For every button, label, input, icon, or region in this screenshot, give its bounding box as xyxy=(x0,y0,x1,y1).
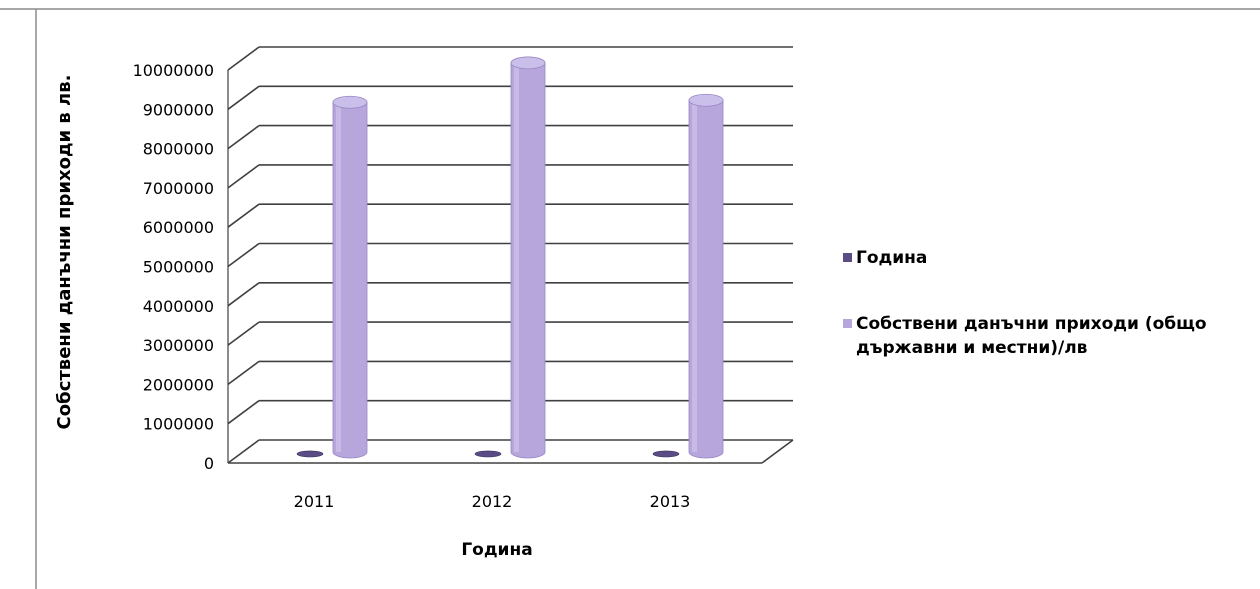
y-tick-label: 2000000 xyxy=(143,375,214,394)
gridline-side xyxy=(227,439,260,464)
y-axis-label: Собствени данъчни приходи в лв. xyxy=(54,75,75,430)
y-tick-label: 0 xyxy=(204,454,214,473)
gridline-side xyxy=(227,360,260,386)
gridline-side xyxy=(227,242,260,268)
y-tick-label: 1000000 xyxy=(143,415,214,434)
x-tick-label: 2011 xyxy=(294,492,335,511)
y-axis-ticks: 0 1000000 2000000 3000000 4000000 5000000 6000… xyxy=(133,61,214,473)
bar-revenue xyxy=(688,93,724,459)
gridline-side xyxy=(227,85,260,110)
legend-item-year: Година xyxy=(843,246,1253,270)
gridline-side xyxy=(227,164,260,189)
y-tick-label: 4000000 xyxy=(143,297,214,316)
legend-label-revenue: Собствени данъчни приходи (общо държавни… xyxy=(856,314,1207,358)
y-tick-label: 3000000 xyxy=(143,336,214,355)
y-tick-label: 7000000 xyxy=(143,179,214,198)
bar-revenue xyxy=(332,95,368,459)
bar-revenue xyxy=(510,56,546,459)
y-tick-label: 8000000 xyxy=(143,140,214,159)
y-tick-label: 9000000 xyxy=(143,100,214,119)
legend-swatch-year xyxy=(843,253,852,262)
gridline-side xyxy=(227,124,260,150)
bars xyxy=(296,56,724,459)
bar-year xyxy=(296,450,324,458)
gridline-side xyxy=(227,46,260,71)
legend: Година Собствени данъчни приходи (общо д… xyxy=(843,246,1253,402)
legend-label-year: Година xyxy=(856,248,928,268)
x-axis-ticks: 2011 2012 2013 xyxy=(294,492,691,511)
gridline-side xyxy=(227,203,260,228)
y-tick-label: 6000000 xyxy=(143,218,214,237)
x-axis-label: Година xyxy=(461,540,532,560)
legend-swatch-revenue xyxy=(843,319,852,328)
y-tick-label: 5000000 xyxy=(143,258,214,277)
floor-right-edge xyxy=(761,439,794,464)
y-tick-label: 10000000 xyxy=(133,61,214,80)
legend-item-revenue: Собствени данъчни приходи (общо държавни… xyxy=(843,312,1253,360)
bar-year xyxy=(652,450,680,458)
gridline-side xyxy=(227,400,260,425)
gridline-side xyxy=(227,321,260,346)
bar-year xyxy=(474,450,502,458)
x-tick-label: 2012 xyxy=(472,492,513,511)
gridline-side xyxy=(227,282,260,307)
x-tick-label: 2013 xyxy=(650,492,691,511)
